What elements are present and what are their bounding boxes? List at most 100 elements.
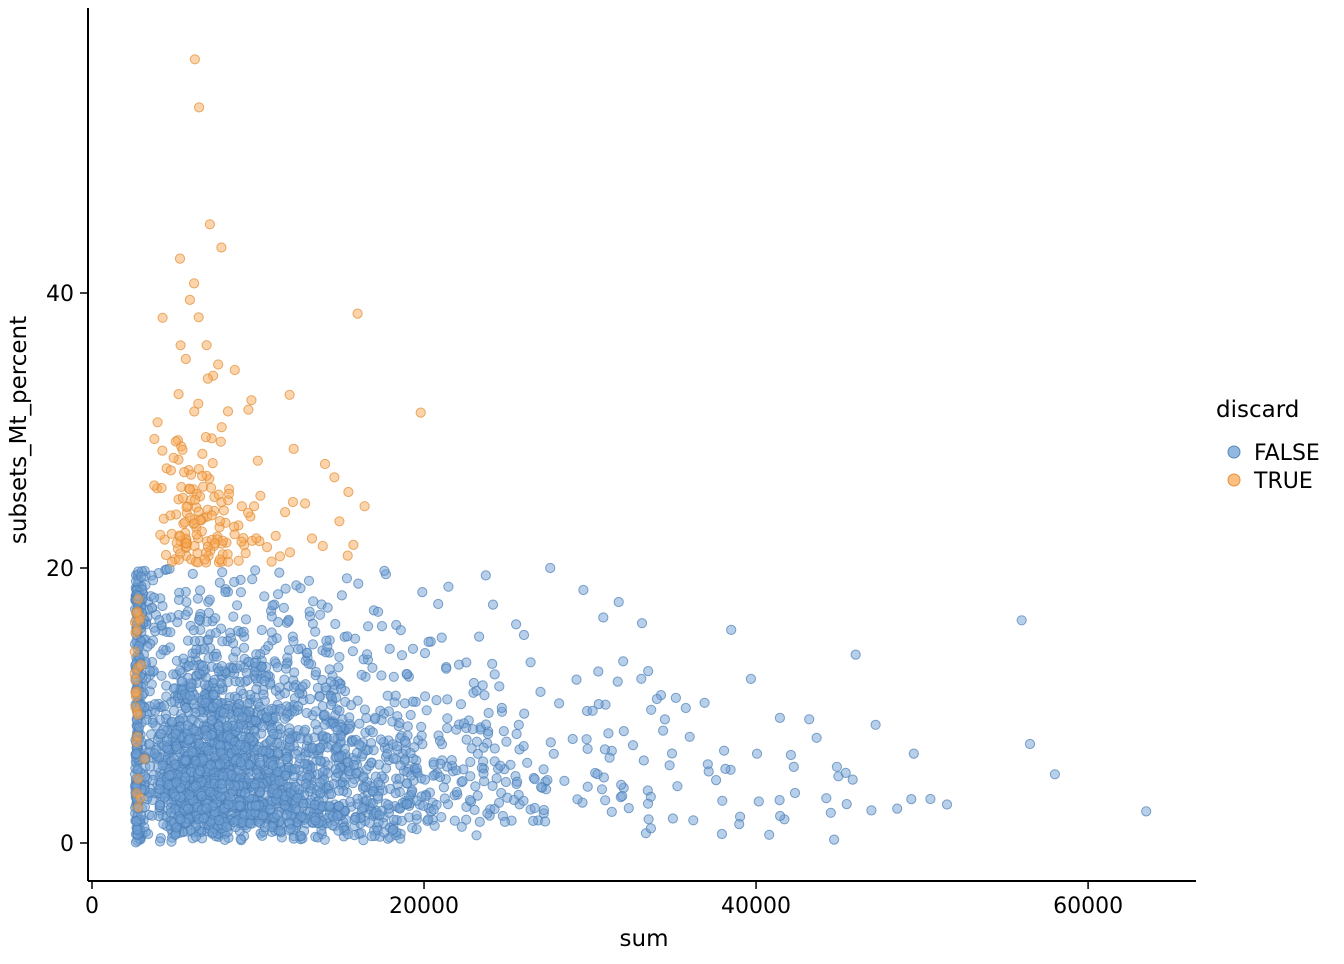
data-point-true	[133, 773, 144, 784]
data-point-false	[273, 747, 284, 759]
data-point-false	[518, 629, 530, 641]
data-point-false	[319, 834, 330, 845]
data-point-false	[303, 575, 315, 586]
data-point-false	[178, 653, 189, 664]
data-point-false	[208, 689, 219, 700]
data-point-true	[157, 312, 168, 323]
data-point-false	[319, 709, 330, 720]
data-point-false	[435, 758, 446, 770]
data-point-false	[478, 742, 489, 753]
data-point-false	[719, 745, 730, 756]
data-point-false	[274, 775, 285, 787]
data-point-false	[461, 657, 472, 668]
data-point-false	[273, 617, 284, 628]
data-point-false	[379, 827, 390, 838]
data-point-false	[811, 732, 822, 743]
data-point-false	[194, 765, 205, 777]
data-point-false	[411, 810, 422, 821]
data-point-false	[210, 627, 222, 638]
data-point-true	[215, 436, 226, 447]
data-point-false	[229, 576, 240, 588]
data-point-false	[326, 699, 337, 711]
data-point-false	[218, 707, 229, 719]
data-point-false	[300, 724, 311, 735]
data-point-false	[216, 661, 227, 672]
data-point-false	[664, 760, 675, 771]
data-point-false	[180, 703, 191, 714]
data-point-true	[266, 556, 277, 567]
data-point-false	[146, 679, 157, 690]
data-point-true	[223, 488, 235, 499]
data-point-false	[364, 817, 375, 828]
data-point-false	[310, 815, 321, 826]
data-point-true	[129, 668, 140, 679]
data-point-false	[467, 724, 478, 735]
data-point-false	[472, 748, 483, 759]
y-tick-label: 20	[46, 557, 74, 582]
data-point-true	[189, 278, 200, 289]
data-point-true	[190, 494, 201, 505]
data-point-false	[238, 626, 249, 637]
data-point-false	[376, 621, 388, 632]
data-point-false	[451, 724, 462, 735]
data-point-false	[132, 824, 143, 835]
data-point-false	[623, 803, 634, 814]
data-point-false	[161, 691, 172, 702]
data-point-false	[334, 705, 345, 717]
data-point-false	[235, 833, 246, 845]
data-point-false	[368, 745, 379, 756]
data-point-false	[184, 789, 195, 800]
data-point-false	[438, 782, 449, 793]
data-point-false	[197, 661, 208, 672]
data-point-false	[251, 768, 262, 779]
data-point-true	[160, 549, 172, 561]
data-point-false	[196, 790, 207, 802]
data-point-false	[225, 627, 236, 639]
data-point-false	[734, 819, 745, 830]
data-point-false	[198, 713, 209, 724]
data-point-false	[375, 734, 386, 745]
data-point-false	[331, 692, 342, 703]
data-point-false	[489, 743, 500, 754]
data-point-false	[245, 818, 256, 829]
data-point-false	[299, 758, 310, 769]
data-point-false	[421, 705, 432, 716]
data-point-false	[223, 799, 234, 810]
data-point-true	[255, 490, 266, 501]
data-point-false	[366, 831, 377, 842]
data-point-false	[548, 748, 559, 759]
data-point-false	[785, 749, 797, 761]
data-point-false	[205, 787, 216, 798]
data-point-false	[279, 713, 291, 724]
legend-swatch-false	[1227, 445, 1241, 459]
data-point-false	[336, 683, 347, 694]
data-point-false	[272, 809, 283, 821]
data-point-false	[500, 776, 511, 788]
data-point-true	[317, 540, 328, 552]
data-point-false	[525, 657, 536, 668]
data-point-false	[423, 814, 434, 825]
data-point-false	[495, 760, 506, 771]
data-point-true	[218, 505, 229, 516]
x-tick-label: 0	[85, 894, 99, 919]
data-point-false	[198, 813, 210, 824]
data-point-false	[658, 725, 669, 736]
data-point-true	[136, 660, 147, 671]
data-point-false	[643, 798, 654, 809]
data-point-false	[382, 690, 393, 701]
data-point-true	[132, 731, 143, 742]
data-point-false	[266, 611, 277, 622]
data-point-false	[275, 703, 286, 714]
data-point-false	[180, 772, 191, 783]
data-point-false	[774, 712, 786, 724]
data-point-true	[252, 455, 263, 466]
data-point-true	[210, 538, 221, 549]
data-point-false	[332, 811, 343, 822]
data-point-false	[482, 728, 494, 740]
data-point-false	[174, 665, 186, 676]
data-point-false	[184, 690, 195, 701]
data-point-false	[278, 602, 289, 613]
data-point-false	[429, 820, 440, 831]
axes: 0 20000 40000 60000 0 20 40	[46, 8, 1196, 919]
data-point-false	[841, 799, 852, 810]
